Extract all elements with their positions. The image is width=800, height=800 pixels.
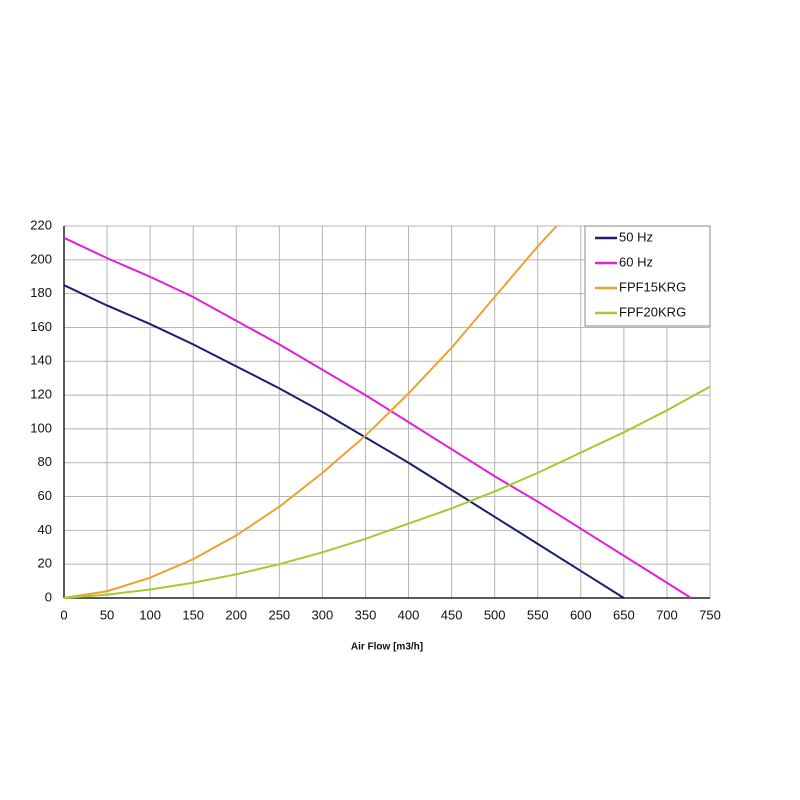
x-tick-label: 450: [441, 607, 463, 622]
x-tick-label: 250: [268, 607, 290, 622]
x-tick-label: 700: [656, 607, 678, 622]
y-tick-label: 60: [38, 488, 52, 503]
x-tick-label: 350: [355, 607, 377, 622]
x-tick-label: 550: [527, 607, 549, 622]
y-tick-label: 180: [30, 285, 52, 300]
x-tick-label: 200: [225, 607, 247, 622]
series-line: [63, 284, 625, 599]
legend-label: FPF20KRG: [619, 304, 686, 319]
x-tick-label: 750: [699, 607, 721, 622]
x-tick-label: 500: [484, 607, 506, 622]
x-tick-label: 100: [139, 607, 161, 622]
legend-label: 50 Hz: [619, 229, 653, 244]
y-tick-label: 40: [38, 522, 52, 537]
y-tick-label: 160: [30, 319, 52, 334]
y-tick-label: 220: [30, 217, 52, 232]
x-tick-label: 650: [613, 607, 635, 622]
y-tick-label: 200: [30, 251, 52, 266]
x-tick-label: 400: [398, 607, 420, 622]
x-tick-label: 50: [100, 607, 114, 622]
series-line: [63, 385, 711, 599]
series-line: [63, 236, 692, 599]
y-tick-label: 20: [38, 556, 52, 571]
y-tick-label: 120: [30, 387, 52, 402]
y-tick-label: 140: [30, 353, 52, 368]
y-tick-label: 80: [38, 454, 52, 469]
legend-label: FPF15KRG: [619, 279, 686, 294]
x-axis-label: Air Flow [m3/h]: [351, 642, 423, 653]
y-tick-label: 100: [30, 420, 52, 435]
x-tick-label: 300: [312, 607, 334, 622]
legend-label: 60 Hz: [619, 254, 653, 269]
x-tick-label: 600: [570, 607, 592, 622]
legend-box: [584, 225, 711, 327]
series-line: [63, 225, 558, 599]
y-tick-label: 0: [45, 589, 52, 604]
x-tick-label: 0: [60, 607, 67, 622]
x-tick-label: 150: [182, 607, 204, 622]
